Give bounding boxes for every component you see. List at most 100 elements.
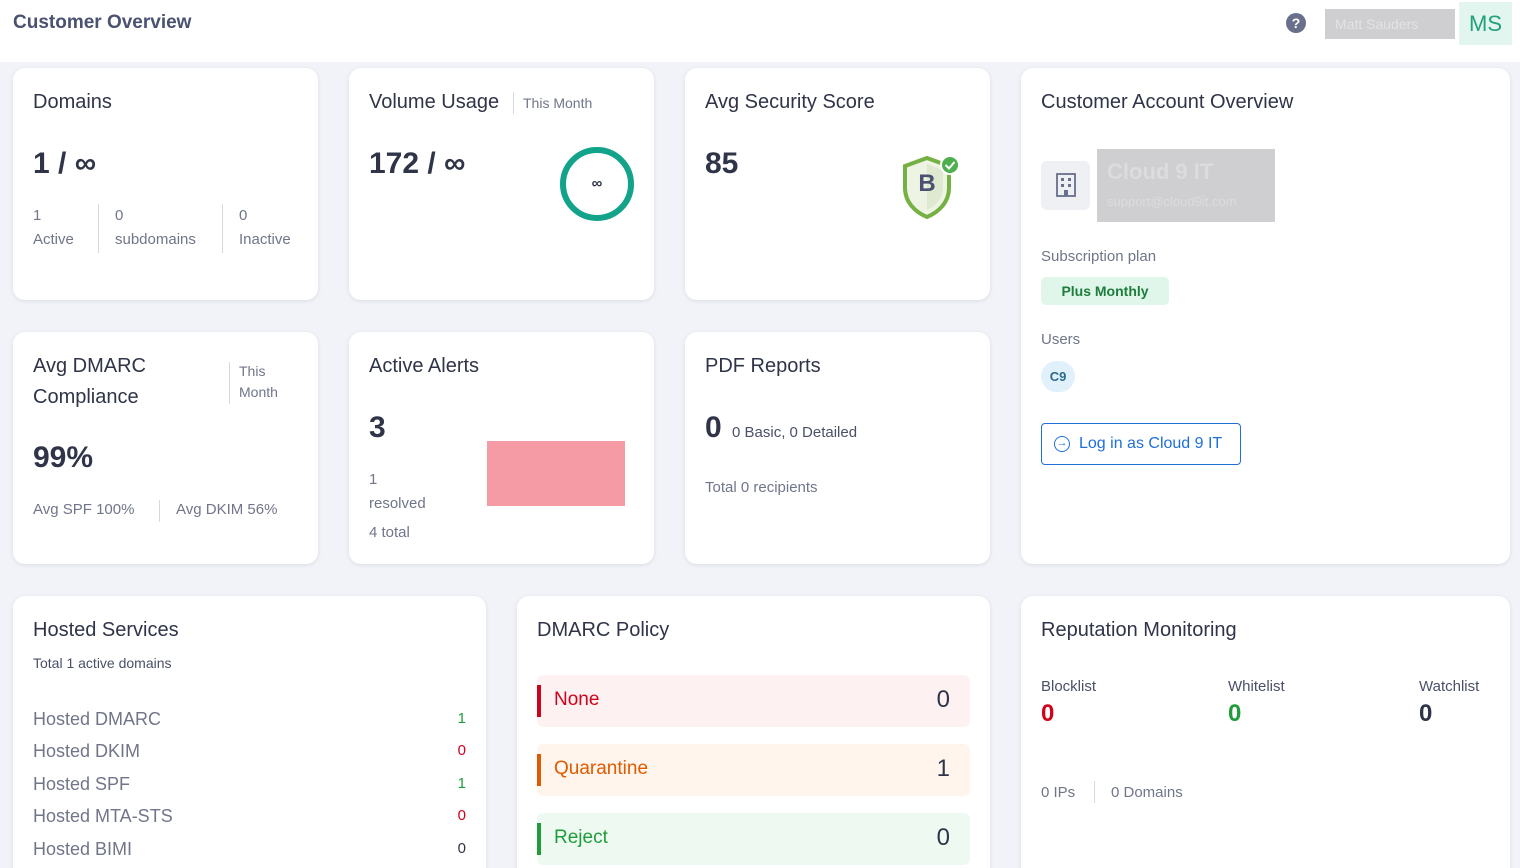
customer-account-card: Customer Account Overview Cloud 9 IT sup… <box>1021 68 1510 564</box>
user-name[interactable]: Matt Sauders <box>1325 9 1455 39</box>
dmarc-policy-card: DMARC Policy None 0 Quarantine 1 Reject … <box>517 596 990 868</box>
card-title: Domains <box>33 91 112 113</box>
pdf-reports-card[interactable]: PDF Reports 0 0 Basic, 0 Detailed Total … <box>685 332 990 564</box>
period-label: This Month <box>523 95 593 111</box>
alerts-value: 3 <box>369 411 386 444</box>
policy-label: None <box>554 689 600 710</box>
card-title: Reputation Monitoring <box>1041 619 1237 641</box>
compliance-value: 99% <box>33 441 94 474</box>
policy-value: 1 <box>936 755 950 782</box>
blocklist-label: Blocklist <box>1041 678 1097 695</box>
plan-badge: Plus Monthly <box>1041 277 1169 305</box>
pdf-recipients: Total 0 recipients <box>705 479 818 496</box>
resolved-count: 1 <box>369 471 378 488</box>
divider <box>159 500 160 522</box>
volume-value: 172 / ∞ <box>369 147 466 180</box>
login-label: Log in as Cloud 9 IT <box>1079 435 1223 452</box>
card-title: DMARC Policy <box>537 619 670 641</box>
domains-card[interactable]: Domains 1 / ∞ 1 Active 0 subdomains 0 In… <box>13 68 318 300</box>
volume-usage-card[interactable]: Volume Usage This Month 172 / ∞ ∞ <box>349 68 654 300</box>
blocklist-value[interactable]: 0 <box>1041 700 1055 727</box>
hosted-spf-label: Hosted SPF <box>33 774 131 794</box>
page-title: Customer Overview <box>13 12 192 33</box>
policy-row-quarantine[interactable]: Quarantine 1 <box>537 744 970 796</box>
avatar[interactable]: MS <box>1459 2 1512 45</box>
card-title-line1: Avg DMARC <box>33 355 146 377</box>
card-title: Hosted Services <box>33 619 179 641</box>
card-title: Active Alerts <box>369 355 480 377</box>
pdf-breakdown: 0 Basic, 0 Detailed <box>732 424 858 441</box>
inactive-count: 0 <box>239 207 248 224</box>
policy-label: Quarantine <box>554 758 649 779</box>
account-name: Cloud 9 IT <box>1107 159 1214 184</box>
account-email: support@cloud9it.com <box>1107 194 1237 209</box>
total-label: 4 total <box>369 524 410 541</box>
card-title: PDF Reports <box>705 355 821 377</box>
shield-icon <box>903 155 960 220</box>
inactive-label: Inactive <box>239 231 291 248</box>
hosted-mta-sts-value: 0 <box>457 807 466 824</box>
divider <box>513 92 514 114</box>
divider <box>1094 781 1095 803</box>
domains-count: 0 Domains <box>1111 784 1183 801</box>
policy-bar <box>537 685 541 717</box>
hosted-bimi-value: 0 <box>457 840 466 857</box>
subscription-label: Subscription plan <box>1041 248 1157 265</box>
divider <box>229 362 230 404</box>
account-info: Cloud 9 IT support@cloud9it.com <box>1097 149 1275 222</box>
spf-value: Avg SPF 100% <box>33 501 135 518</box>
policy-row-reject[interactable]: Reject 0 <box>537 813 970 865</box>
reputation-monitoring-card: Reputation Monitoring Blocklist 0 Whitel… <box>1021 596 1510 868</box>
hosted-mta-sts-label: Hosted MTA-STS <box>33 806 173 826</box>
card-title: Customer Account Overview <box>1041 91 1294 113</box>
usage-ring: ∞ <box>560 147 634 221</box>
hosted-services-card: Hosted Services Total 1 active domains H… <box>13 596 486 868</box>
watchlist-value[interactable]: 0 <box>1419 700 1433 727</box>
users-label: Users <box>1041 331 1081 348</box>
help-icon[interactable]: ? <box>1286 13 1306 33</box>
policy-value: 0 <box>936 686 950 713</box>
whitelist-value[interactable]: 0 <box>1228 700 1242 727</box>
building-icon <box>1041 161 1090 210</box>
user-chip[interactable]: C9 <box>1041 361 1075 392</box>
active-label: Active <box>33 231 74 248</box>
hosted-bimi-label: Hosted BIMI <box>33 839 133 859</box>
resolved-label: resolved <box>369 495 426 512</box>
subdomains-count: 0 <box>115 207 124 224</box>
ips-count: 0 IPs <box>1041 784 1076 801</box>
policy-value: 0 <box>936 824 950 851</box>
active-count: 1 <box>33 207 42 224</box>
active-alerts-card[interactable]: Active Alerts 3 1 resolved 4 total <box>349 332 654 564</box>
hosted-dmarc-label: Hosted DMARC <box>33 709 162 729</box>
domains-value: 1 / ∞ <box>33 147 97 180</box>
security-score-card[interactable]: Avg Security Score 85 B <box>685 68 990 300</box>
policy-label: Reject <box>554 827 608 848</box>
hosted-dkim-value: 0 <box>457 742 466 759</box>
watchlist-label: Watchlist <box>1419 678 1480 695</box>
policy-bar <box>537 823 541 855</box>
dkim-value: Avg DKIM 56% <box>176 501 278 518</box>
security-score-value: 85 <box>705 147 739 180</box>
dmarc-compliance-card[interactable]: Avg DMARC Compliance This Month 99% Avg … <box>13 332 318 564</box>
arrow-right-circle-icon: → <box>1054 436 1070 452</box>
hosted-subtitle: Total 1 active domains <box>33 655 172 671</box>
divider <box>98 204 99 253</box>
hosted-dkim-label: Hosted DKIM <box>33 741 141 761</box>
subdomains-label: subdomains <box>115 231 196 248</box>
policy-row-none[interactable]: None 0 <box>537 675 970 727</box>
card-title-line2: Compliance <box>33 386 139 408</box>
period-line1: This <box>239 363 266 379</box>
card-title: Volume Usage <box>369 91 500 113</box>
divider <box>222 204 223 253</box>
hosted-dmarc-value: 1 <box>457 710 466 727</box>
login-as-button[interactable]: → Log in as Cloud 9 IT <box>1041 423 1241 465</box>
alerts-chart <box>487 441 625 506</box>
pdf-value: 0 <box>705 411 722 444</box>
whitelist-label: Whitelist <box>1228 678 1285 695</box>
card-title: Avg Security Score <box>705 91 875 113</box>
grade-letter: B <box>918 170 936 197</box>
period-line2: Month <box>239 384 278 400</box>
policy-bar <box>537 754 541 786</box>
top-bar: Customer Overview ? Matt Sauders MS <box>0 0 1520 62</box>
hosted-spf-value: 1 <box>457 775 466 792</box>
